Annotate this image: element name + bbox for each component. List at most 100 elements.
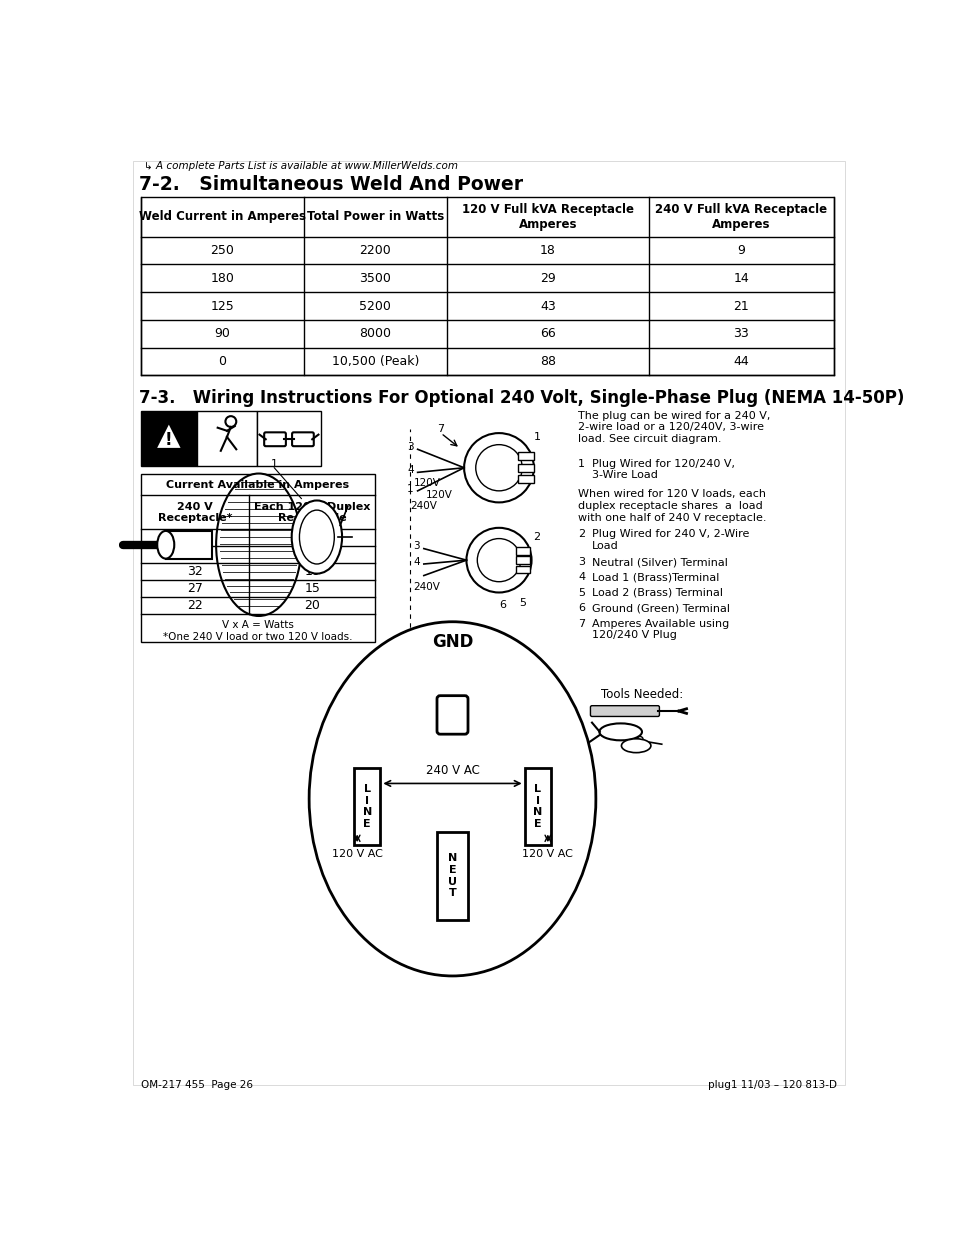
Bar [141, 196, 833, 375]
Bar [516, 556, 530, 564]
Text: Load 1 (Brass)Terminal: Load 1 (Brass)Terminal [592, 573, 719, 583]
Text: 120 V AC: 120 V AC [332, 848, 382, 858]
Text: 5200: 5200 [359, 300, 391, 312]
Text: Tools Needed:: Tools Needed: [600, 688, 683, 701]
Text: 120V: 120V [414, 478, 440, 488]
Bar [516, 547, 530, 555]
Text: 4: 4 [578, 573, 584, 583]
Text: 18: 18 [539, 245, 556, 257]
Text: 37: 37 [187, 548, 203, 561]
Text: 7-2.   Simultaneous Weld And Power: 7-2. Simultaneous Weld And Power [138, 175, 522, 194]
Text: *One 240 V load or two 120 V loads.: *One 240 V load or two 120 V loads. [163, 632, 353, 642]
Ellipse shape [292, 500, 342, 573]
Text: 33: 33 [733, 327, 748, 341]
Text: 7-3.   Wiring Instructions For Optional 240 Volt, Single-Phase Plug (NEMA 14-50P: 7-3. Wiring Instructions For Optional 24… [138, 389, 903, 408]
FancyBboxPatch shape [590, 705, 659, 716]
Text: 120V: 120V [425, 490, 452, 500]
Text: 3500: 3500 [359, 272, 391, 285]
Text: Neutral (Silver) Terminal: Neutral (Silver) Terminal [592, 557, 727, 567]
Text: 5: 5 [308, 548, 315, 561]
Text: The plug can be wired for a 240 V,
2-wire load or a 120/240V, 3-wire
load. See c: The plug can be wired for a 240 V, 2-wir… [578, 411, 770, 443]
Bar [436, 831, 468, 920]
Text: Each 120 V Duplex
Receptacle: Each 120 V Duplex Receptacle [253, 501, 370, 524]
Text: 22: 22 [187, 599, 203, 613]
Text: L
I
N
E: L I N E [362, 784, 372, 829]
Bar [516, 566, 530, 573]
Text: Amperes Available using
120/240 V Plug: Amperes Available using 120/240 V Plug [592, 619, 728, 640]
FancyBboxPatch shape [436, 695, 468, 734]
Text: 2200: 2200 [359, 245, 391, 257]
Text: 43: 43 [539, 300, 555, 312]
Text: 14: 14 [733, 272, 748, 285]
Text: 250: 250 [211, 245, 234, 257]
Text: N
E
U
T: N E U T [447, 853, 456, 898]
Polygon shape [154, 421, 183, 450]
Text: 44: 44 [733, 354, 748, 368]
Text: Total Power in Watts: Total Power in Watts [307, 210, 443, 224]
Bar [141, 474, 375, 642]
Text: 27: 27 [187, 582, 203, 595]
Text: 1: 1 [271, 459, 277, 469]
Text: 3: 3 [413, 541, 419, 551]
Text: When wired for 120 V loads, each
duplex receptacle shares  a  load
with one half: When wired for 120 V loads, each duplex … [578, 489, 766, 522]
Bar [166, 531, 212, 558]
Text: Weld Current in Amperes: Weld Current in Amperes [139, 210, 306, 224]
Text: 240 V
Receptacle*: 240 V Receptacle* [158, 501, 233, 524]
Text: 5: 5 [578, 588, 584, 598]
Text: 5: 5 [518, 598, 525, 608]
Bar [141, 411, 196, 466]
Bar [517, 452, 534, 461]
Text: 42: 42 [187, 531, 203, 545]
Ellipse shape [216, 473, 301, 616]
Text: 21: 21 [733, 300, 748, 312]
Text: 66: 66 [539, 327, 555, 341]
Text: 240V: 240V [410, 501, 436, 511]
Text: Current Available in Amperes: Current Available in Amperes [166, 479, 349, 490]
Ellipse shape [309, 621, 596, 976]
Text: 2: 2 [532, 532, 539, 542]
Text: 90: 90 [214, 327, 230, 341]
Text: Plug Wired for 240 V, 2-Wire
Load: Plug Wired for 240 V, 2-Wire Load [592, 530, 749, 551]
Text: OM-217 455  Page 26: OM-217 455 Page 26 [141, 1079, 253, 1091]
Text: 180: 180 [211, 272, 234, 285]
Text: 0: 0 [218, 354, 226, 368]
Text: 1: 1 [407, 484, 414, 494]
Text: 15: 15 [304, 582, 320, 595]
Text: 240V: 240V [414, 582, 440, 592]
Text: 9: 9 [737, 245, 744, 257]
Bar [196, 411, 257, 466]
Text: 0: 0 [308, 531, 315, 545]
Text: 3: 3 [578, 557, 584, 567]
Text: 3: 3 [407, 442, 414, 452]
Text: L
I
N
E: L I N E [533, 784, 542, 829]
Circle shape [466, 527, 531, 593]
Bar [517, 464, 534, 472]
Text: 240 V AC: 240 V AC [425, 764, 479, 777]
Text: Plug Wired for 120/240 V,
3-Wire Load: Plug Wired for 120/240 V, 3-Wire Load [592, 458, 734, 480]
Bar [257, 411, 320, 466]
Text: 1: 1 [578, 458, 584, 468]
Text: Ground (Green) Terminal: Ground (Green) Terminal [592, 603, 729, 614]
Text: 29: 29 [539, 272, 555, 285]
Text: !: ! [165, 431, 172, 450]
Text: 8000: 8000 [359, 327, 391, 341]
Bar [524, 768, 550, 845]
Text: 20: 20 [304, 599, 320, 613]
Text: 4: 4 [413, 557, 419, 567]
Text: plug1 11/03 – 120 813-D: plug1 11/03 – 120 813-D [707, 1079, 836, 1091]
Text: GND: GND [432, 634, 473, 651]
Text: 88: 88 [539, 354, 556, 368]
Bar [354, 768, 380, 845]
Text: 10: 10 [304, 566, 320, 578]
Text: 120 V AC: 120 V AC [522, 848, 573, 858]
Ellipse shape [620, 739, 650, 752]
Text: 2: 2 [578, 530, 584, 540]
Text: 1: 1 [534, 432, 540, 442]
Text: 7: 7 [578, 619, 584, 629]
Circle shape [464, 433, 534, 503]
Text: ↳ A complete Parts List is available at www.MillerWelds.com: ↳ A complete Parts List is available at … [144, 162, 457, 172]
Text: 4: 4 [407, 466, 414, 475]
Text: 6: 6 [498, 600, 506, 610]
Text: 240 V Full kVA Receptacle
Amperes: 240 V Full kVA Receptacle Amperes [655, 203, 826, 231]
Text: V x A = Watts: V x A = Watts [222, 620, 294, 630]
